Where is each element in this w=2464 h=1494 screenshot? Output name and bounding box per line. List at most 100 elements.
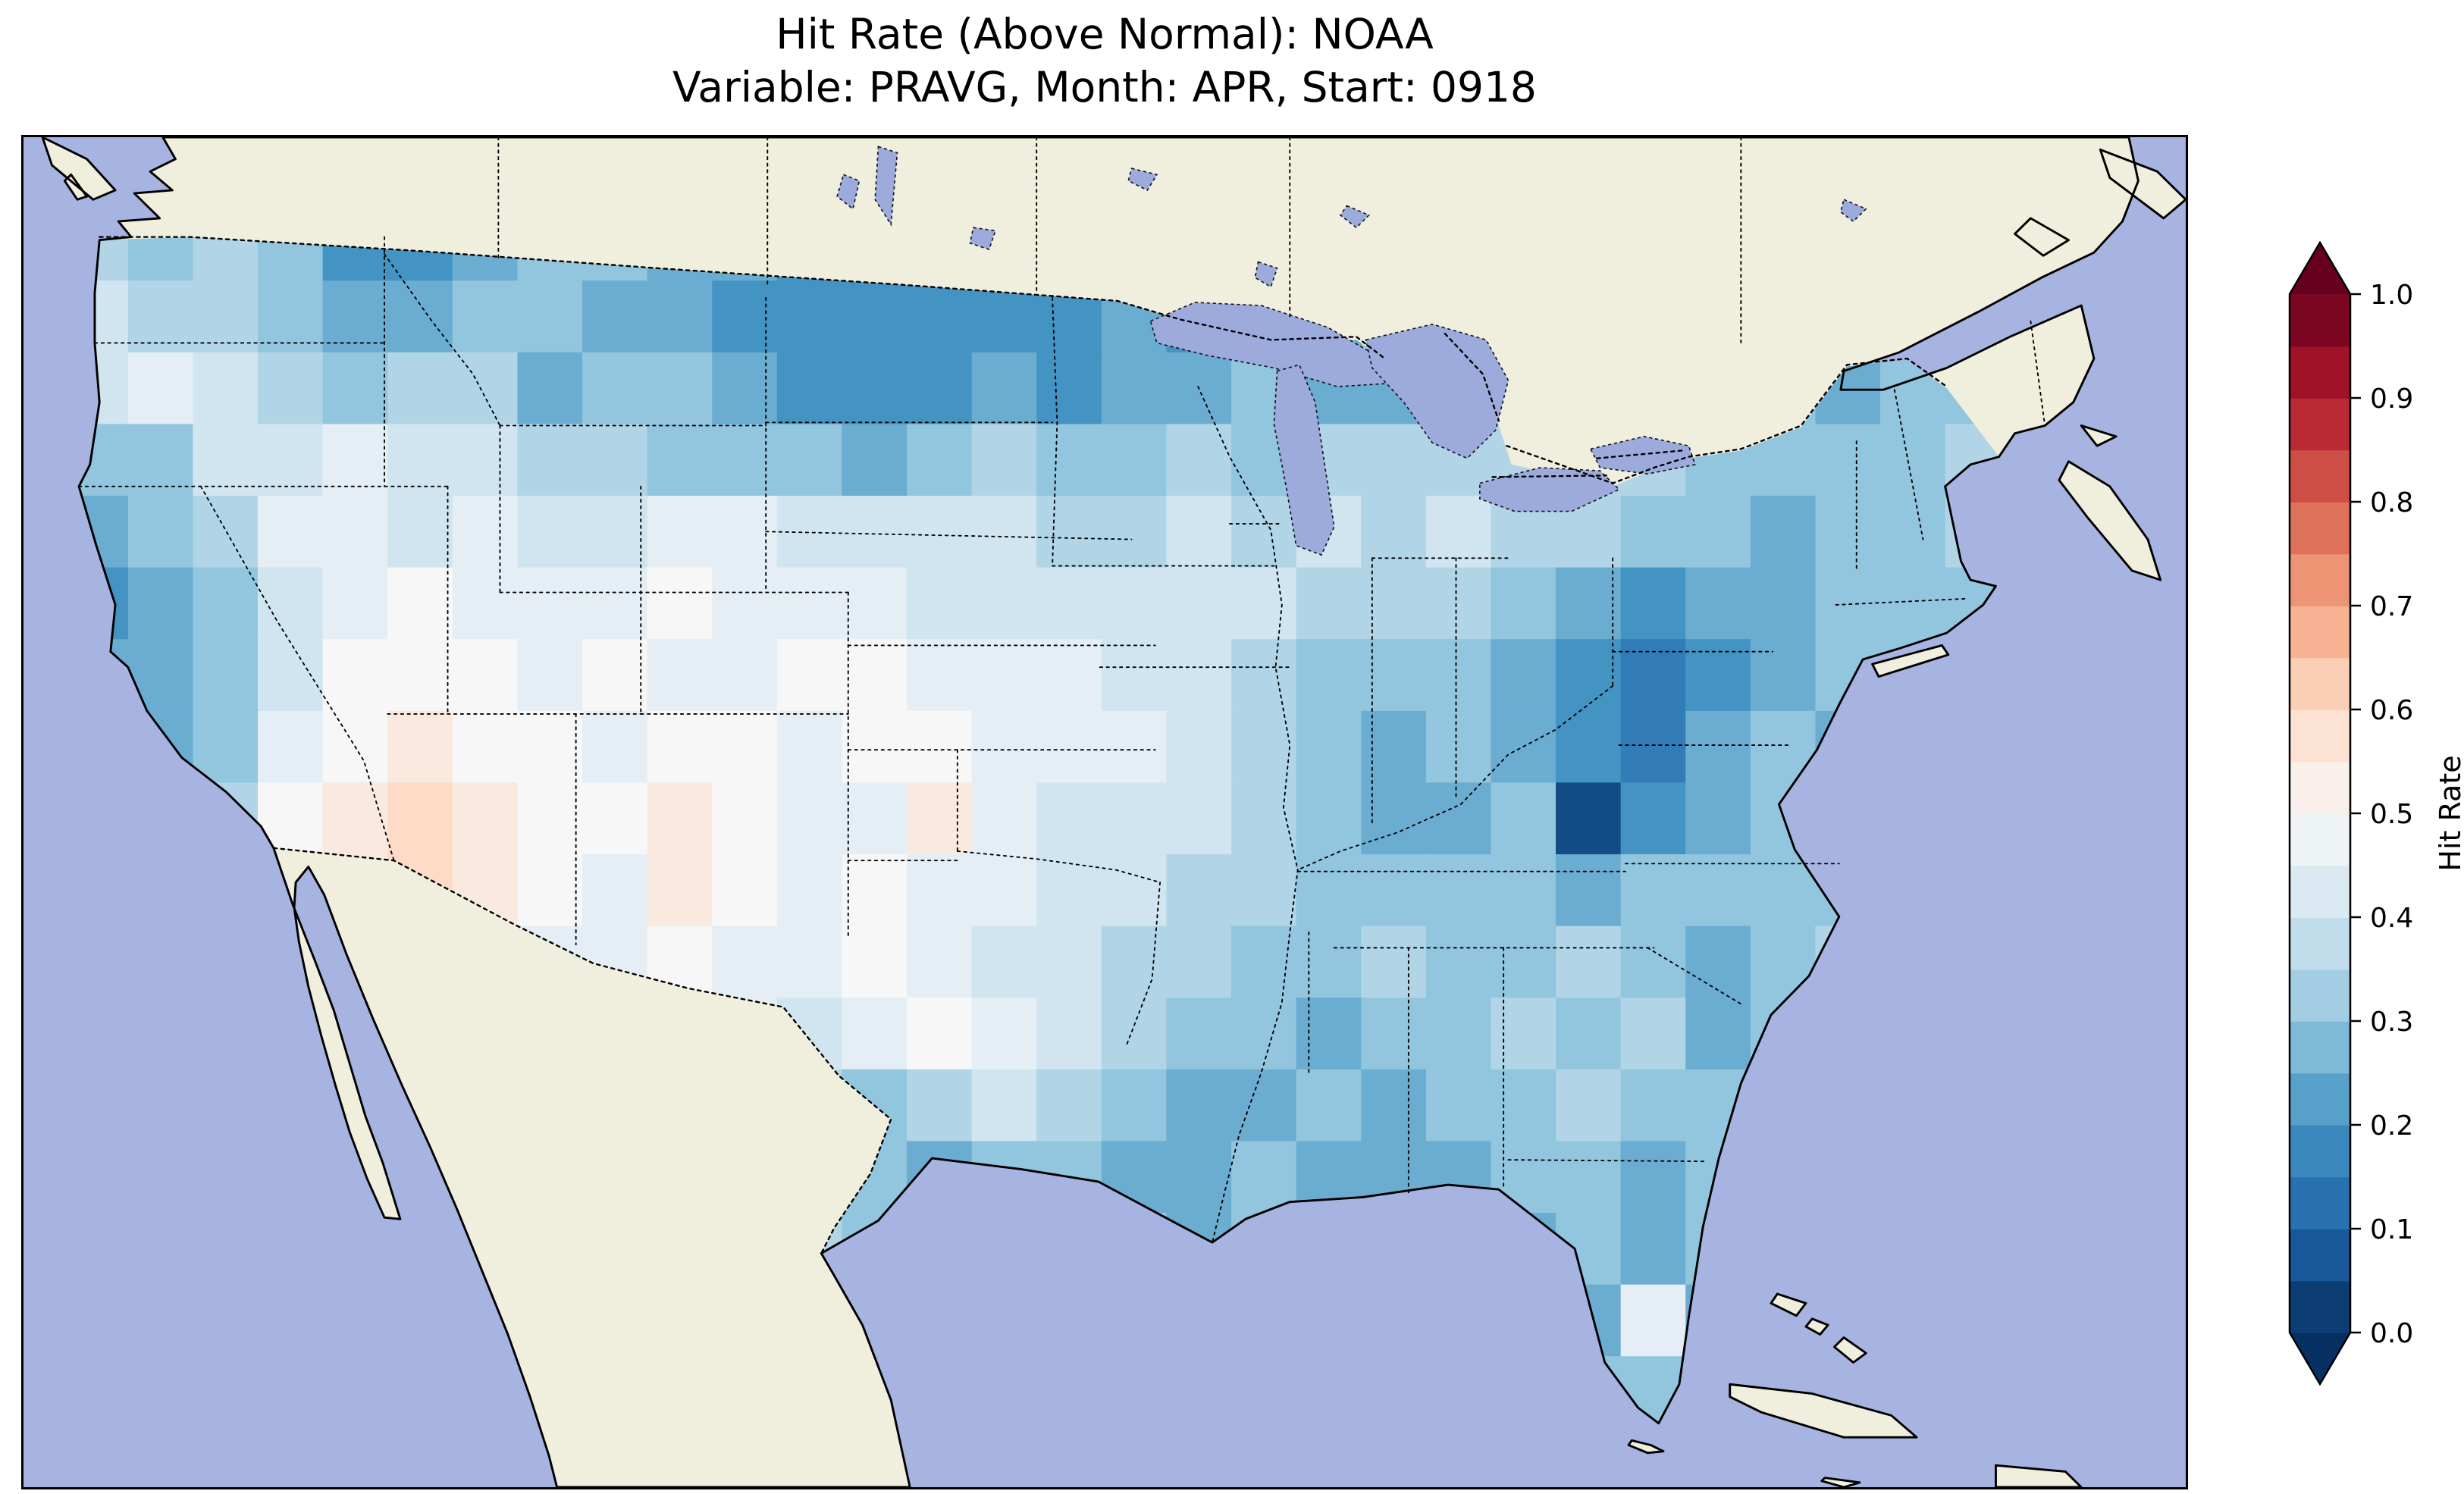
heatmap-cell [387, 639, 454, 713]
canadian-lake [1839, 199, 1867, 223]
colorbar-tick-label: 0.6 [2370, 695, 2413, 726]
state-border [765, 531, 1133, 540]
heatmap-cell [1815, 496, 1882, 569]
heatmap-cell [1620, 1069, 1687, 1142]
heatmap-cell [712, 926, 779, 999]
heatmap-cell [1880, 496, 1947, 569]
heatmap-cell [517, 424, 584, 497]
heatmap-cell [1620, 639, 1687, 713]
heatmap-cell [1425, 496, 1492, 569]
heatmap-cell [193, 352, 259, 425]
chart-title: Hit Rate (Above Normal): NOAA [776, 10, 1434, 58]
heatmap-cell [842, 352, 908, 425]
heatmap-cell [1685, 639, 1752, 713]
heatmap-cell [907, 567, 973, 641]
heatmap-cell [1620, 782, 1687, 856]
colorbar-ticks: 1.0 0.9 0.8 0.7 0.6 0.5 0.4 0.3 0.2 0.1 0.0 [2350, 280, 2413, 1349]
colorbar-segment [2290, 294, 2350, 347]
heatmap-cell [1036, 998, 1103, 1071]
heatmap-cell [1425, 1069, 1492, 1142]
heatmap-cell [1296, 639, 1362, 713]
heatmap-cell [387, 280, 454, 354]
heatmap-cell [452, 782, 519, 856]
heatmap-cell [1556, 710, 1622, 784]
colorbar-segment [2290, 606, 2350, 659]
heatmap-cell [193, 710, 259, 784]
heatmap-cell [776, 567, 843, 641]
colorbar-tick-label: 0.0 [2370, 1318, 2413, 1349]
heatmap-cell [1750, 496, 1817, 569]
canadian-lake [1339, 205, 1371, 229]
colorbar-segment [2290, 553, 2350, 606]
heatmap-cell [1425, 567, 1492, 641]
heatmap-cell [842, 710, 908, 784]
heatmap-cell [776, 710, 843, 784]
heatmap-cell [776, 926, 843, 999]
heatmap-cell [712, 710, 779, 784]
heatmap-cell [1620, 998, 1687, 1071]
heatmap-cell [582, 496, 649, 569]
heatmap-cell [193, 567, 259, 641]
heatmap-cell [387, 424, 454, 497]
heatmap-cell [1556, 926, 1622, 999]
heatmap-cell [127, 236, 194, 282]
lake-nipigon [1254, 261, 1278, 288]
colorbar-tick-label: 0.9 [2370, 384, 2413, 415]
heatmap-cell [1036, 496, 1103, 569]
heatmap-cell [1101, 424, 1168, 497]
heatmap-cell [907, 926, 973, 999]
heatmap-cell [127, 424, 194, 497]
heatmap-cell [971, 639, 1038, 713]
heatmap-cell [258, 567, 324, 641]
heatmap-cell [1361, 1069, 1428, 1142]
heatmap-cell [322, 639, 389, 713]
heatmap-cell [1685, 998, 1752, 1071]
heatmap-cell [647, 854, 713, 928]
heatmap-cell [322, 567, 389, 641]
heatmap-cell [193, 496, 259, 569]
heatmap-cell [971, 782, 1038, 856]
heatmap-cell [1231, 496, 1298, 569]
colorbar-segment [2290, 1176, 2350, 1229]
heatmap-cell [647, 280, 713, 354]
heatmap-cell [1166, 1141, 1233, 1214]
colorbar-segment [2290, 657, 2350, 710]
heatmap-cell [193, 280, 259, 354]
heatmap-cell [1556, 639, 1622, 713]
heatmap-cell [452, 352, 519, 425]
canadian-lake [1127, 168, 1158, 192]
chart-subtitle: Variable: PRAVG, Month: APR, Start: 0918 [672, 63, 1537, 112]
state-border [1052, 296, 1058, 567]
heatmap-cell [258, 280, 324, 354]
heatmap-cell [712, 567, 779, 641]
heatmap-cell [1361, 424, 1428, 497]
heatmap-cell [1620, 854, 1687, 928]
heatmap-cell [1166, 926, 1233, 999]
colorbar-tick-label: 0.2 [2370, 1110, 2413, 1142]
heatmap-cell [1231, 1141, 1298, 1214]
lake-erie [1478, 467, 1620, 512]
heatmap-cell [387, 710, 454, 784]
colorbar-segment [2290, 813, 2350, 866]
heatmap-cell [1491, 926, 1557, 999]
heatmap-cell [1361, 926, 1428, 999]
us-canada-border-east [1506, 357, 1948, 484]
heatmap-cell [842, 496, 908, 569]
colorbar-segment [2290, 865, 2350, 918]
lake-huron [1365, 323, 1509, 459]
state-border [1835, 597, 1968, 606]
heatmap-cell [647, 424, 713, 497]
heatmap-cell [1036, 567, 1103, 641]
heatmap-cell [452, 639, 519, 713]
heatmap-cell [842, 567, 908, 641]
heatmap-cell [1166, 639, 1233, 713]
heatmap-cell [842, 424, 908, 497]
heatmap-cell [971, 854, 1038, 928]
heatmap-cell [193, 236, 259, 282]
heatmap-cell [1361, 998, 1428, 1071]
province-border [2030, 320, 2046, 427]
lake-of-the-woods [969, 227, 997, 251]
heatmap-cell [1685, 926, 1752, 999]
state-border [1507, 1159, 1706, 1163]
heatmap-cell [582, 424, 649, 497]
